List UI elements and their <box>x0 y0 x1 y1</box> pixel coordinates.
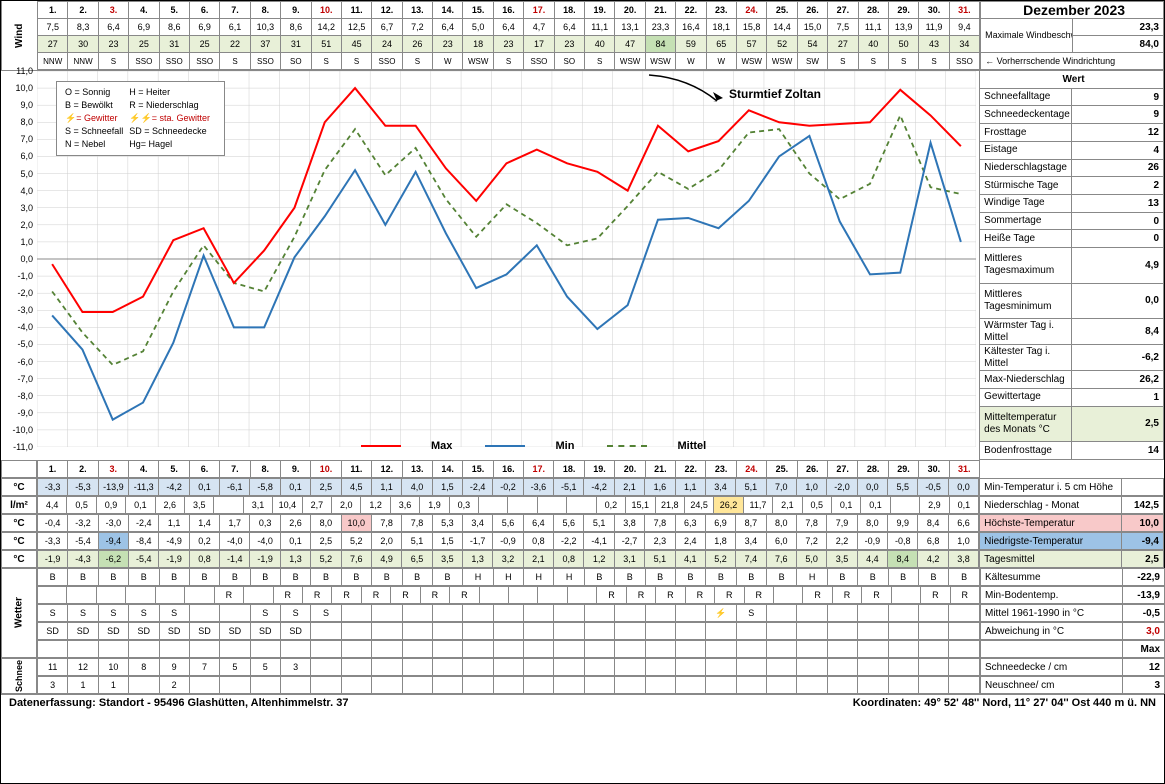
max-ws-ms: 23,3 <box>1072 19 1163 36</box>
temp-chart: -11,0-10,0-9,0-8,0-7,0-6,0-5,0-4,0-3,0-2… <box>1 70 979 460</box>
weather-report: Wind 1.2.3.4.5.6.7.8.9.10.11.12.13.14.15… <box>0 0 1165 784</box>
footer: Datenerfassung: Standort - 95496 Glashüt… <box>1 694 1164 711</box>
symbol-legend: O = SonnigH = Heiter B = BewölktR = Nied… <box>56 81 225 156</box>
title-block: Dezember 2023 Maximale Windbeschwindigke… <box>980 1 1164 70</box>
month-title: Dezember 2023 <box>981 2 1164 19</box>
stats-table: WertSchneefalltage9Schneedeckentage9Fros… <box>979 70 1164 460</box>
wetter-label: Wetter <box>1 568 37 658</box>
max-ws-kmh: 84,0 <box>1072 36 1163 53</box>
max-ws-label: Maximale Windbeschwindigkeit <box>981 19 1072 53</box>
storm-annotation: Sturmtief Zoltan <box>729 87 821 101</box>
schnee-label: Schnee <box>1 658 37 694</box>
prevail-wind: Vorherrschende Windrichtung <box>997 56 1116 66</box>
chart-legend: Max Min Mittel <box>361 440 736 452</box>
wind-table: 1.2.3.4.5.6.7.8.9.10.11.12.13.14.15.16.1… <box>37 1 980 70</box>
footer-right: Koordinaten: 49° 52' 48'' Nord, 11° 27' … <box>853 697 1156 709</box>
day-row-2: 1.2.3.4.5.6.7.8.9.10.11.12.13.14.15.16.1… <box>37 460 980 478</box>
wind-label: Wind <box>1 1 37 70</box>
footer-left: Datenerfassung: Standort - 95496 Glashüt… <box>9 697 348 709</box>
